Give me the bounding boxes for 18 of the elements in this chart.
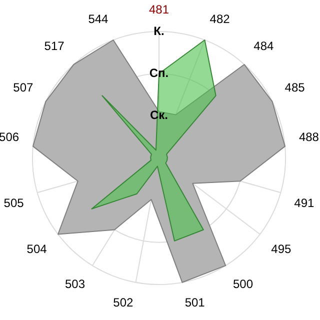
y-tick-label: К. bbox=[154, 24, 164, 38]
spoke-label: 502 bbox=[113, 296, 134, 310]
spoke-label: 495 bbox=[271, 242, 292, 256]
spoke-label: 485 bbox=[284, 80, 306, 94]
spoke-label: 500 bbox=[232, 277, 254, 292]
spoke-label: 504 bbox=[26, 242, 48, 256]
spoke-label: 517 bbox=[44, 39, 65, 54]
spoke-label: 505 bbox=[4, 196, 24, 210]
y-tick-label: Ск. bbox=[150, 108, 168, 122]
spoke-label: 488 bbox=[298, 130, 320, 144]
spoke-label: 491 bbox=[294, 196, 315, 210]
spoke-label: 503 bbox=[64, 277, 86, 292]
spoke-label: 507 bbox=[13, 80, 34, 94]
spoke-label: 544 bbox=[88, 12, 109, 26]
spoke-label: 482 bbox=[210, 12, 230, 26]
spoke-label: 501 bbox=[184, 296, 206, 310]
spoke-label: 484 bbox=[254, 39, 274, 54]
spoke-label: 481 bbox=[148, 2, 170, 17]
